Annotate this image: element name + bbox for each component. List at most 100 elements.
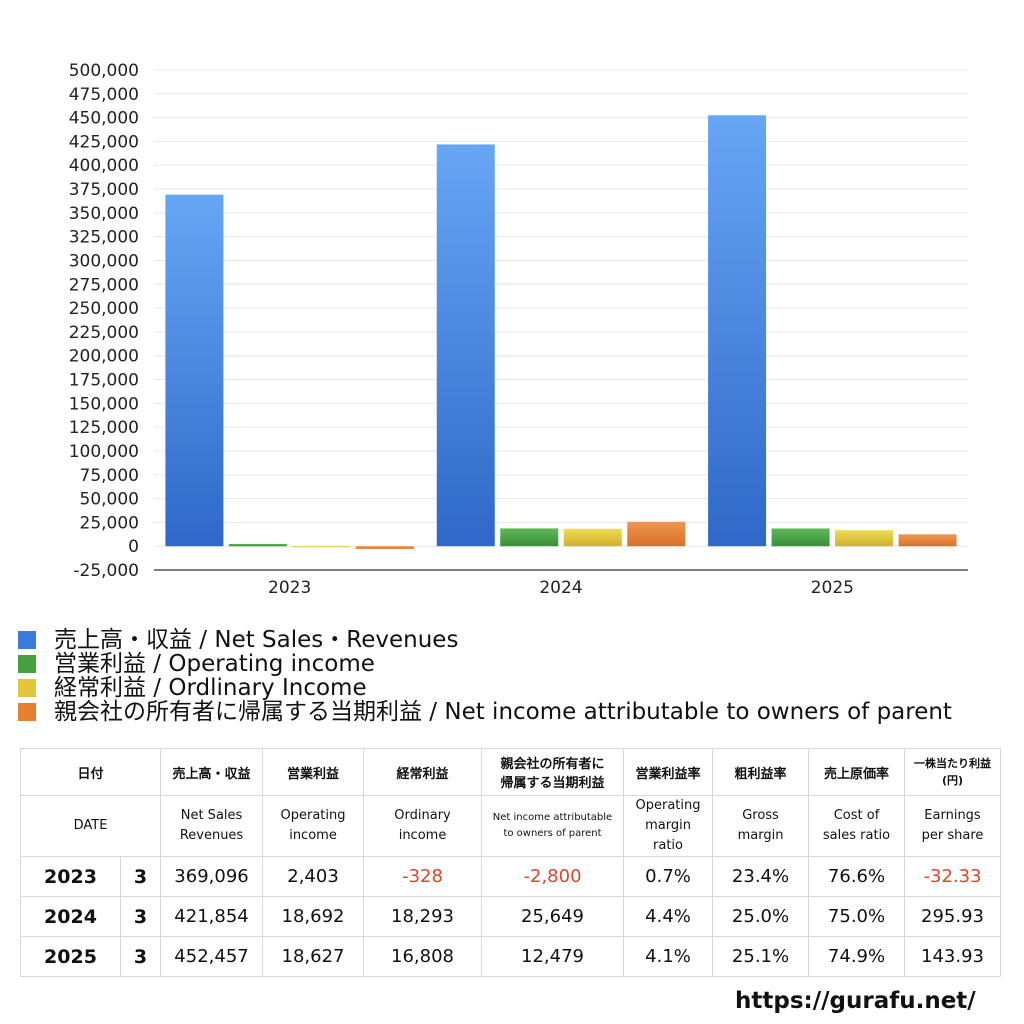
cell-ni: -2,800 (481, 856, 625, 897)
cell-ni: 25,649 (481, 896, 625, 937)
header-opm-en-line3: ratio (653, 838, 683, 853)
header-eps-jp-line1: 一株当たり利益 (914, 757, 992, 770)
header-eps-jp: 一株当たり利益 (円) (904, 748, 1002, 796)
financial-table: 日付 売上高・収益 営業利益 経常利益 親会社の所有者に 帰属する当期利益 営業… (19, 748, 1002, 977)
x-tick-label: 2024 (539, 578, 582, 598)
bar-2025-series-1 (708, 115, 767, 547)
table-row: 2024 3 421,854 18,692 18,293 25,649 4.4%… (20, 896, 1002, 937)
y-tick-label: 375,000 (69, 180, 139, 200)
legend-swatch-ordinary-income (18, 679, 36, 697)
header-cos-en-line1: Cost of (833, 808, 880, 823)
header-opm-en: Operating margin ratio (623, 795, 714, 857)
cell-gm: 23.4% (712, 856, 810, 897)
header-sales-en-line1: Net Sales (180, 808, 243, 823)
cell-opm: 0.7% (623, 856, 714, 897)
header-sales-en-line2: Revenues (179, 828, 244, 843)
header-op-en-line1: Operating (280, 808, 346, 823)
y-tick-label: 500,000 (69, 61, 139, 81)
y-tick-label: 325,000 (69, 228, 139, 248)
cell-month: 3 (119, 896, 162, 937)
legend-label-net-income: 親会社の所有者に帰属する当期利益 / Net income attributab… (54, 699, 952, 725)
cell-year: 2025 (20, 936, 121, 977)
cell-ord: -328 (363, 856, 483, 897)
cell-opm: 4.4% (623, 896, 714, 937)
y-tick-label: 0 (128, 537, 139, 557)
header-cos-en-line2: sales ratio (822, 828, 891, 843)
header-cos-jp: 売上原価率 (808, 748, 906, 796)
header-opm-jp: 営業利益率 (623, 748, 714, 796)
y-tick-label: 350,000 (69, 204, 139, 224)
footer-url[interactable]: https://gurafu.net/ (735, 988, 976, 1014)
header-gm-en-line2: margin (737, 828, 784, 843)
cell-ord: 18,293 (363, 896, 483, 937)
bar-2023-series-4 (355, 546, 414, 549)
header-date-jp: 日付 (19, 748, 162, 796)
legend-swatch-net-income (18, 703, 36, 721)
legend-swatch-operating-income (18, 655, 36, 673)
cell-sales: 369,096 (160, 856, 264, 897)
header-ni-jp-line2: 帰属する当期利益 (500, 776, 605, 791)
cell-gm: 25.1% (712, 936, 810, 977)
header-gm-jp: 粗利益率 (712, 748, 810, 796)
legend-item-ordinary-income: 経常利益 / Ordlinary Income (18, 676, 952, 700)
legend-item-net-income: 親会社の所有者に帰属する当期利益 / Net income attributab… (18, 700, 952, 724)
y-tick-label: 400,000 (69, 156, 139, 176)
cell-ord: 16,808 (363, 936, 483, 977)
header-eps-en: Earnings per share (904, 795, 1002, 857)
bar-2024-series-4 (627, 521, 686, 547)
bar-2025-series-3 (835, 530, 894, 547)
y-tick-label: 275,000 (69, 275, 139, 295)
y-tick-label: 200,000 (69, 347, 139, 367)
bar-2025-series-2 (771, 528, 830, 547)
header-op-jp: 営業利益 (262, 748, 365, 796)
bar-chart: 500,000 475,000 450,000 425,000 400,000 375,0… (69, 61, 968, 598)
cell-eps: -32.33 (904, 856, 1002, 897)
y-tick-label: 425,000 (69, 132, 139, 152)
y-tick-label: 100,000 (69, 442, 139, 462)
cell-ni: 12,479 (481, 936, 625, 977)
cell-eps: 295.93 (904, 896, 1002, 937)
cell-cos: 76.6% (808, 856, 906, 897)
header-ord-en-line2: income (398, 828, 447, 843)
header-ni-en-line2: to owners of parent (503, 828, 602, 839)
table-row: 2023 3 369,096 2,403 -328 -2,800 0.7% 23… (20, 856, 1002, 897)
y-tick-label: 475,000 (69, 85, 139, 105)
table-header-en: DATE Net Sales Revenues Operating income… (19, 795, 1002, 857)
header-gm-en: Gross margin (712, 795, 810, 857)
cell-year: 2024 (20, 896, 121, 937)
cell-opm: 4.1% (623, 936, 714, 977)
bar-2023-series-2 (228, 543, 287, 547)
cell-cos: 75.0% (808, 896, 906, 937)
x-tick-label: 2025 (811, 578, 854, 598)
y-tick-label: 175,000 (69, 371, 139, 391)
y-tick-label: 25,000 (80, 513, 139, 533)
header-eps-en-line1: Earnings (924, 808, 981, 823)
bar-2025-series-4 (898, 534, 957, 547)
bar-2024-series-2 (500, 528, 559, 547)
legend-label-ordinary-income: 経常利益 / Ordlinary Income (54, 675, 367, 701)
cell-sales: 421,854 (160, 896, 264, 937)
header-sales-en: Net Sales Revenues (160, 795, 264, 857)
cell-gm: 25.0% (712, 896, 810, 937)
y-tick-label: 125,000 (69, 418, 139, 438)
legend-item-net-sales: 売上高・収益 / Net Sales・Revenues (18, 628, 952, 652)
chart-legend: 売上高・収益 / Net Sales・Revenues 営業利益 / Opera… (18, 628, 952, 724)
cell-month: 3 (119, 856, 162, 897)
table-header-jp: 日付 売上高・収益 営業利益 経常利益 親会社の所有者に 帰属する当期利益 営業… (19, 748, 1002, 796)
legend-label-net-sales: 売上高・収益 / Net Sales・Revenues (54, 627, 459, 653)
bar-2023-series-1 (165, 194, 224, 547)
header-gm-en-line1: Gross (742, 808, 779, 823)
header-ni-en: Net income attributable to owners of par… (481, 795, 625, 857)
header-ord-en-line1: Ordinary (394, 808, 451, 823)
cell-sales: 452,457 (160, 936, 264, 977)
header-ni-en-line1: Net income attributable (492, 812, 613, 823)
cell-cos: 74.9% (808, 936, 906, 977)
bar-2024-series-3 (563, 528, 622, 547)
y-tick-label: 250,000 (69, 299, 139, 319)
header-sales-jp: 売上高・収益 (160, 748, 264, 796)
table-row: 2025 3 452,457 18,627 16,808 12,479 4.1%… (20, 936, 1002, 977)
y-tick-label: 75,000 (80, 466, 139, 486)
header-opm-en-line2: margin (645, 818, 691, 833)
header-ord-en: Ordinary income (363, 795, 483, 857)
cell-op: 2,403 (262, 856, 365, 897)
